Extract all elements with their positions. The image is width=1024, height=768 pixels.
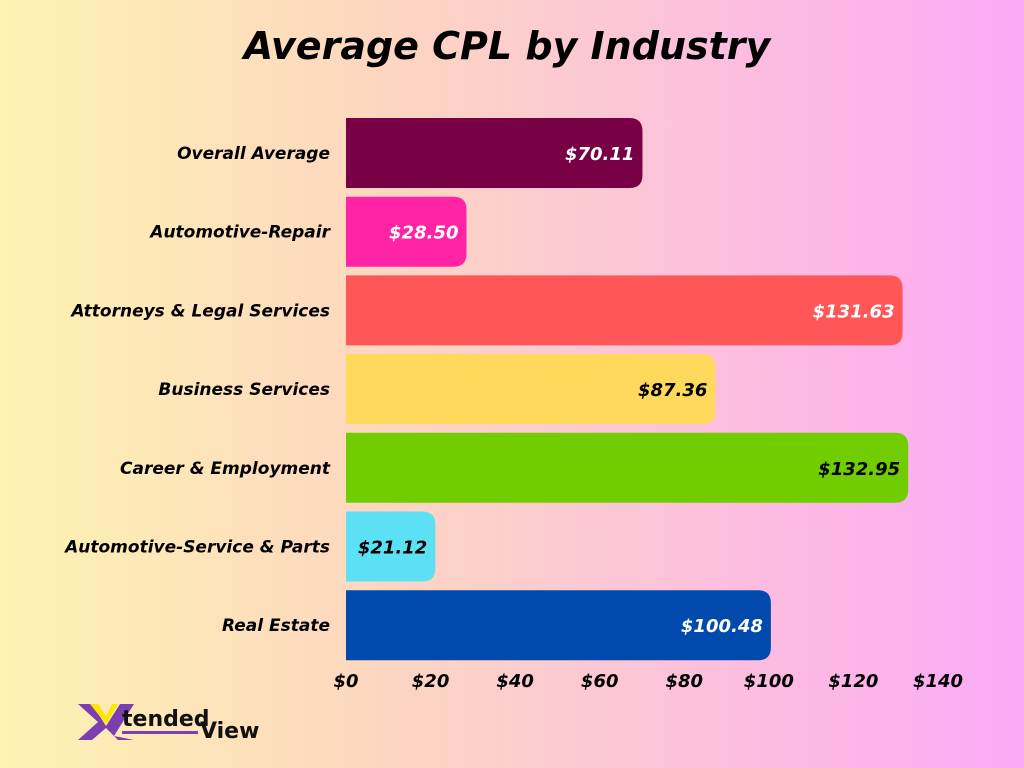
bar — [346, 511, 436, 582]
x-tick-label: $100 — [744, 671, 794, 692]
logo-text-2: View — [200, 719, 259, 744]
category-label: Overall Average — [177, 144, 330, 164]
x-tick-label: $0 — [333, 671, 358, 692]
x-tick-label: $140 — [913, 671, 963, 692]
x-tick-label: $80 — [665, 671, 703, 692]
category-label: Automotive-Repair — [148, 223, 331, 243]
x-tick-label: $60 — [581, 671, 619, 692]
x-tick-label: $20 — [412, 671, 450, 692]
data-label: $131.63 — [813, 301, 895, 322]
category-label: Real Estate — [222, 616, 330, 636]
bar — [346, 196, 467, 267]
data-label: $28.50 — [389, 223, 458, 244]
category-label: Automotive-Service & Parts — [63, 538, 330, 558]
bar — [346, 275, 903, 346]
bar — [346, 354, 716, 425]
x-tick-label: $120 — [828, 671, 878, 692]
category-label: Attorneys & Legal Services — [69, 301, 330, 321]
data-label: $100.48 — [681, 616, 763, 637]
chart-title: Average CPL by Industry — [243, 24, 771, 68]
data-label: $21.12 — [358, 538, 427, 559]
data-label: $87.36 — [638, 380, 707, 401]
bar — [346, 118, 643, 188]
data-label: $70.11 — [565, 144, 634, 165]
xtendedview-logo: tended View — [78, 704, 259, 744]
data-label: $132.95 — [818, 459, 900, 480]
x-tick-label: $40 — [496, 671, 534, 692]
category-label: Business Services — [158, 380, 330, 400]
bar — [346, 432, 909, 503]
logo-text-1: tended — [122, 707, 210, 732]
category-label: Career & Employment — [120, 459, 331, 479]
bar — [346, 590, 771, 661]
